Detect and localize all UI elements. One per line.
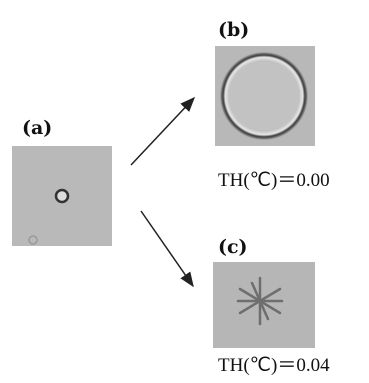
arrow: [141, 211, 193, 286]
caption: TH(℃)＝0.04: [218, 355, 330, 376]
panel-label: (b): [218, 19, 249, 41]
panel-label: (a): [22, 117, 52, 139]
crystal: [220, 52, 308, 140]
micrograph: [213, 262, 315, 348]
figure: (a) (b) TH(℃)＝0.00 (c) TH(℃)＝0.04: [0, 0, 369, 383]
arrow: [131, 98, 194, 165]
panel-label: (c): [218, 236, 248, 258]
caption: TH(℃)＝0.00: [218, 170, 330, 191]
droplet: [56, 190, 68, 202]
